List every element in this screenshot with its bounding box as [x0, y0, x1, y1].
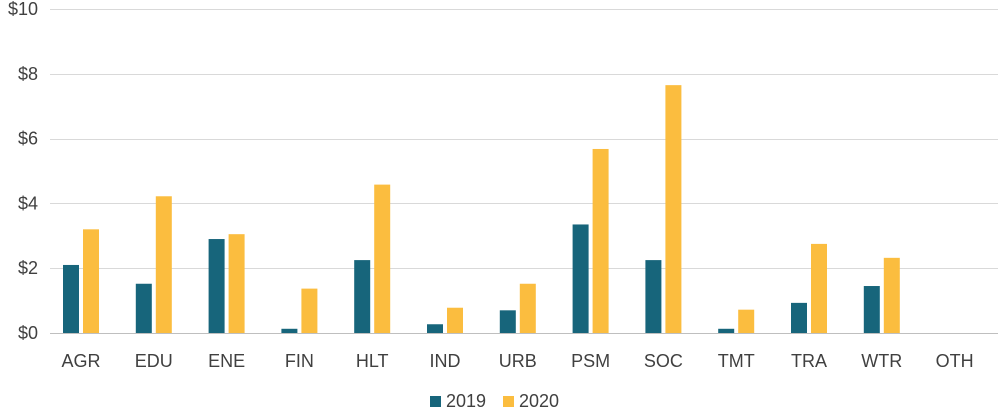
bar-2020-ene [228, 234, 245, 333]
bar-2019-tra [791, 302, 807, 333]
y-tick-label: $6 [18, 129, 38, 149]
bar-2020-ind [447, 307, 463, 333]
bar-2019-fin [281, 328, 298, 333]
bar-2020-wtr [883, 257, 900, 333]
x-tick-label: EDU [135, 351, 173, 371]
bar-2019-psm [572, 224, 589, 333]
x-tick-label: AGR [61, 351, 100, 371]
bar-2019-hlt [354, 260, 371, 333]
bars [63, 85, 900, 333]
legend-label-2019: 2019 [446, 391, 486, 411]
y-tick-label: $2 [18, 258, 38, 278]
bar-2020-urb [519, 283, 536, 333]
legend-swatch-2019 [430, 396, 441, 407]
x-tick-label: IND [430, 351, 461, 371]
x-tick-label: URB [499, 351, 537, 371]
bar-2020-soc [665, 85, 682, 333]
bar-2019-tmt [718, 328, 735, 333]
bar-2019-soc [645, 260, 662, 333]
y-axis-labels: $0 $2 $4 $6 $8 $10 [8, 0, 38, 343]
x-tick-label: TRA [791, 351, 827, 371]
x-tick-label: SOC [644, 351, 683, 371]
gridlines [50, 9, 998, 334]
bar-2020-agr [83, 229, 99, 333]
x-tick-label: PSM [571, 351, 610, 371]
x-tick-label: FIN [285, 351, 314, 371]
bar-2019-edu [135, 283, 152, 333]
bar-2020-hlt [374, 184, 391, 333]
x-tick-label: OTH [936, 351, 974, 371]
bar-2020-psm [592, 148, 609, 333]
bar-2020-tra [811, 243, 827, 333]
bar-2020-edu [155, 196, 172, 333]
x-axis-labels: AGR EDU ENE FIN HLT IND URB PSM SOC TMT TRA WTR OTH [61, 351, 973, 371]
y-tick-label: $8 [18, 64, 38, 84]
legend-label-2020: 2020 [519, 391, 559, 411]
x-tick-label: WTR [861, 351, 902, 371]
x-tick-label: ENE [208, 351, 245, 371]
x-tick-label: TMT [718, 351, 755, 371]
bar-2020-tmt [738, 309, 755, 333]
bar-2019-agr [63, 264, 79, 333]
bar-2019-ind [427, 324, 443, 333]
x-tick-label: HLT [356, 351, 389, 371]
y-tick-label: $10 [8, 0, 38, 19]
bar-2019-wtr [863, 286, 880, 333]
legend-swatch-2020 [503, 396, 514, 407]
legend: 2019 2020 [430, 391, 559, 411]
bar-2020-fin [301, 288, 318, 333]
y-tick-label: $4 [18, 193, 38, 213]
y-tick-label: $0 [18, 323, 38, 343]
bar-2019-urb [499, 310, 516, 333]
bar-2019-ene [208, 239, 225, 333]
